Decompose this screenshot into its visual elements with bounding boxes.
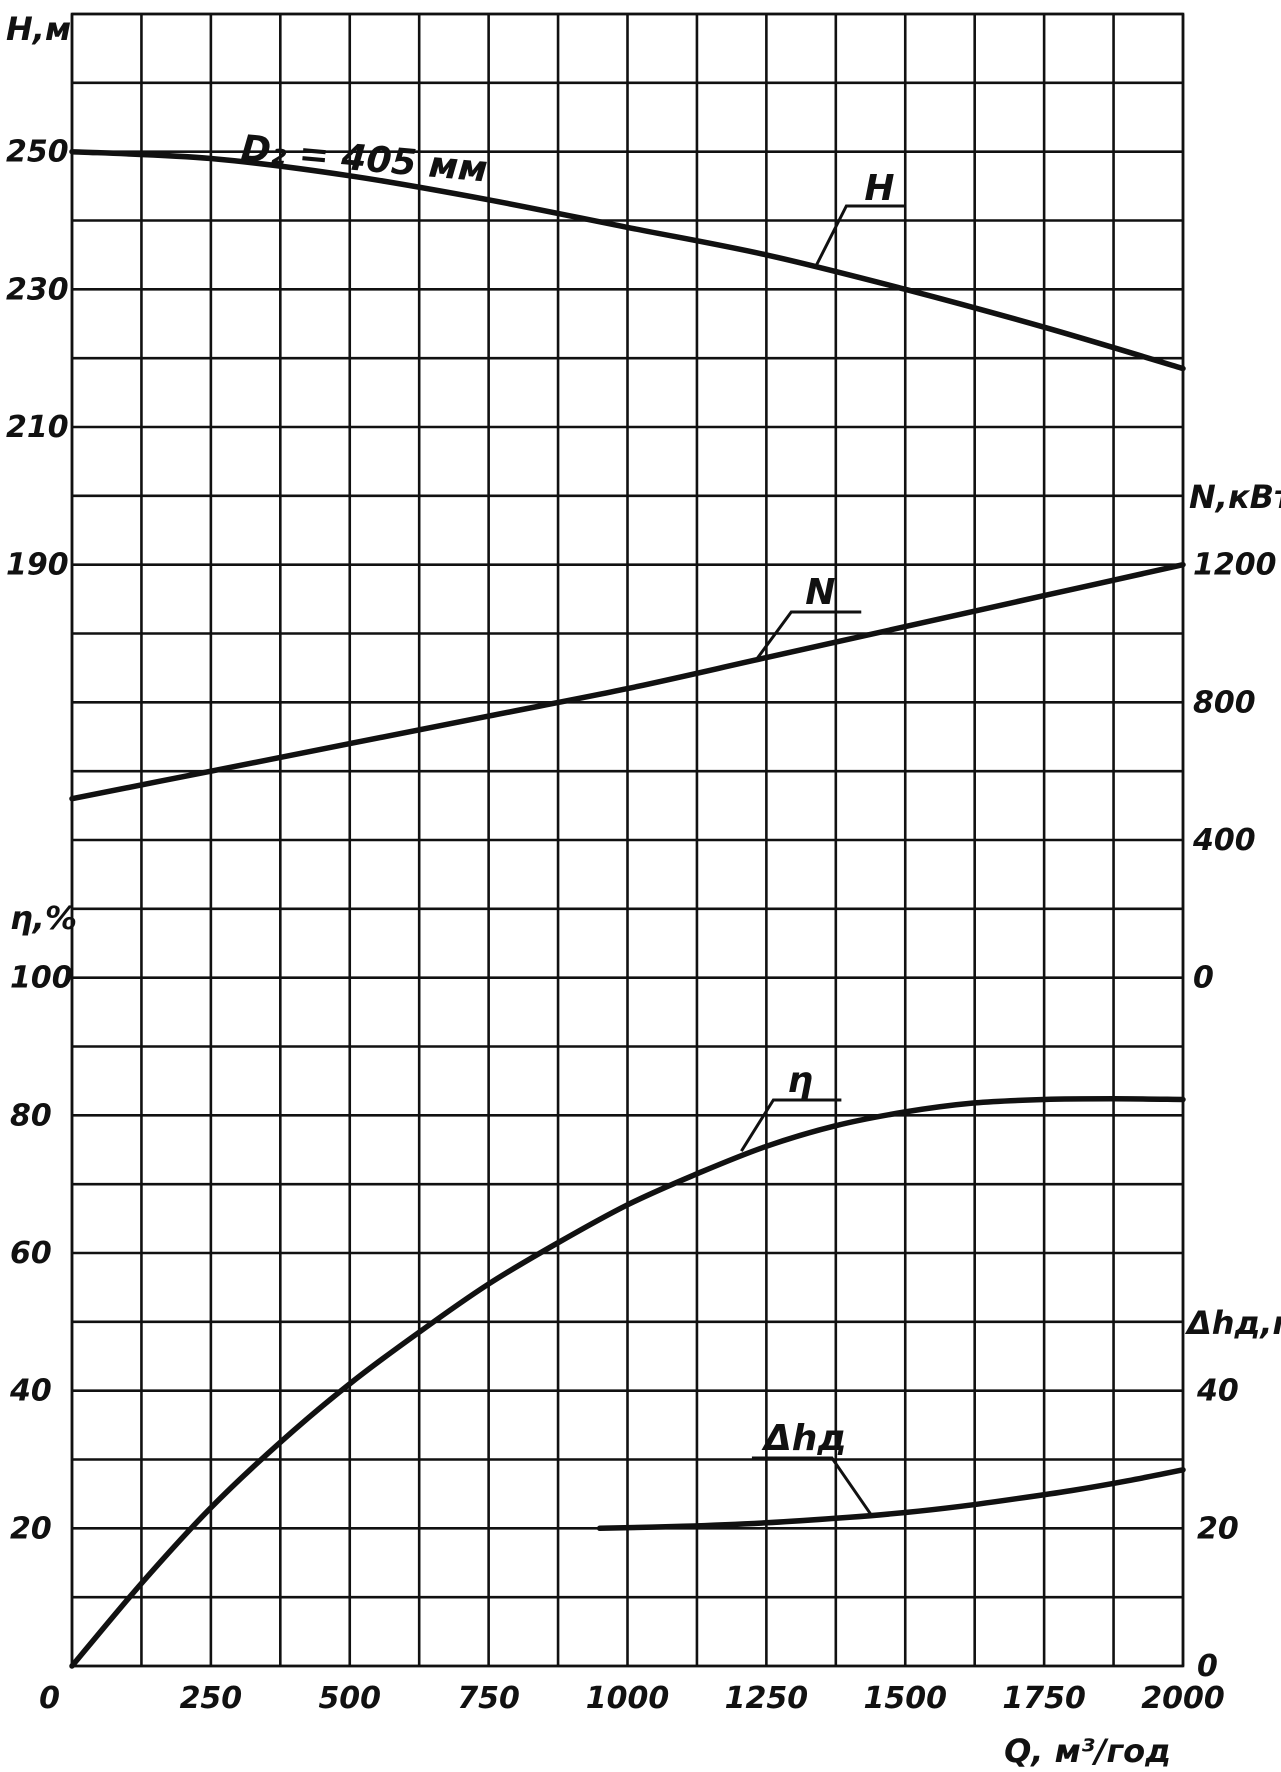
power-curve-label: N (805, 572, 835, 613)
x-tick-label: 750 (457, 1681, 520, 1716)
efficiency-curve (69, 1096, 1186, 1669)
head-curve (69, 148, 1186, 372)
npsh-curve (596, 1467, 1186, 1532)
power-label-leader (754, 610, 862, 662)
h-tick-label: 210 (6, 410, 69, 445)
h-tick-label: 230 (6, 272, 69, 307)
efficiency-label-leader (740, 1098, 842, 1152)
leader-lines (740, 204, 907, 1517)
head-curve-label: H (864, 168, 894, 209)
eta-tick-label: 60 (10, 1236, 52, 1271)
x-tick-label: 0 (39, 1681, 60, 1716)
dh-axis-title: Δhд,м (1184, 1304, 1281, 1342)
eta-tick-label: 100 (10, 961, 73, 996)
n-tick-label: 0 (1193, 961, 1214, 996)
x-tick-label: 1750 (1002, 1681, 1086, 1716)
head-curve-annotation: D₂ = 405 мм (239, 128, 489, 190)
eta-tick-label: 80 (10, 1098, 52, 1133)
plot-frame (70, 12, 1185, 1668)
eta-axis-title: η,% (10, 899, 77, 937)
dh-tick-label: 0 (1197, 1649, 1218, 1684)
dh-tick-label: 40 (1196, 1374, 1239, 1409)
power-curve (69, 561, 1186, 802)
eta-tick-label: 40 (9, 1374, 52, 1409)
head-label-leader (815, 204, 907, 266)
npsh-curve-label: Δhд (761, 1418, 847, 1459)
grid (70, 12, 1185, 1668)
x-tick-label: 1000 (586, 1681, 670, 1716)
x-tick-label: 2000 (1141, 1681, 1225, 1716)
n-tick-label: 400 (1192, 823, 1256, 858)
npsh-label-leader (751, 1456, 874, 1517)
n-tick-label: 1200 (1193, 548, 1277, 583)
curves (69, 148, 1186, 1669)
h-axis-title: Н,м (6, 10, 71, 48)
x-tick-label: 250 (180, 1681, 243, 1716)
x-tick-label: 500 (318, 1681, 381, 1716)
h-tick-label: 190 (6, 548, 69, 583)
n-tick-label: 800 (1193, 685, 1256, 720)
x-tick-label: 1250 (725, 1681, 809, 1716)
h-tick-label: 250 (6, 135, 69, 170)
x-axis-title: Q, м³/год (1004, 1732, 1171, 1770)
dh-tick-label: 20 (1197, 1511, 1239, 1546)
x-tick-label: 1500 (864, 1681, 948, 1716)
eta-tick-label: 20 (10, 1511, 52, 1546)
efficiency-curve-label: η (787, 1060, 813, 1101)
n-axis-title: N,кВт (1189, 478, 1281, 516)
